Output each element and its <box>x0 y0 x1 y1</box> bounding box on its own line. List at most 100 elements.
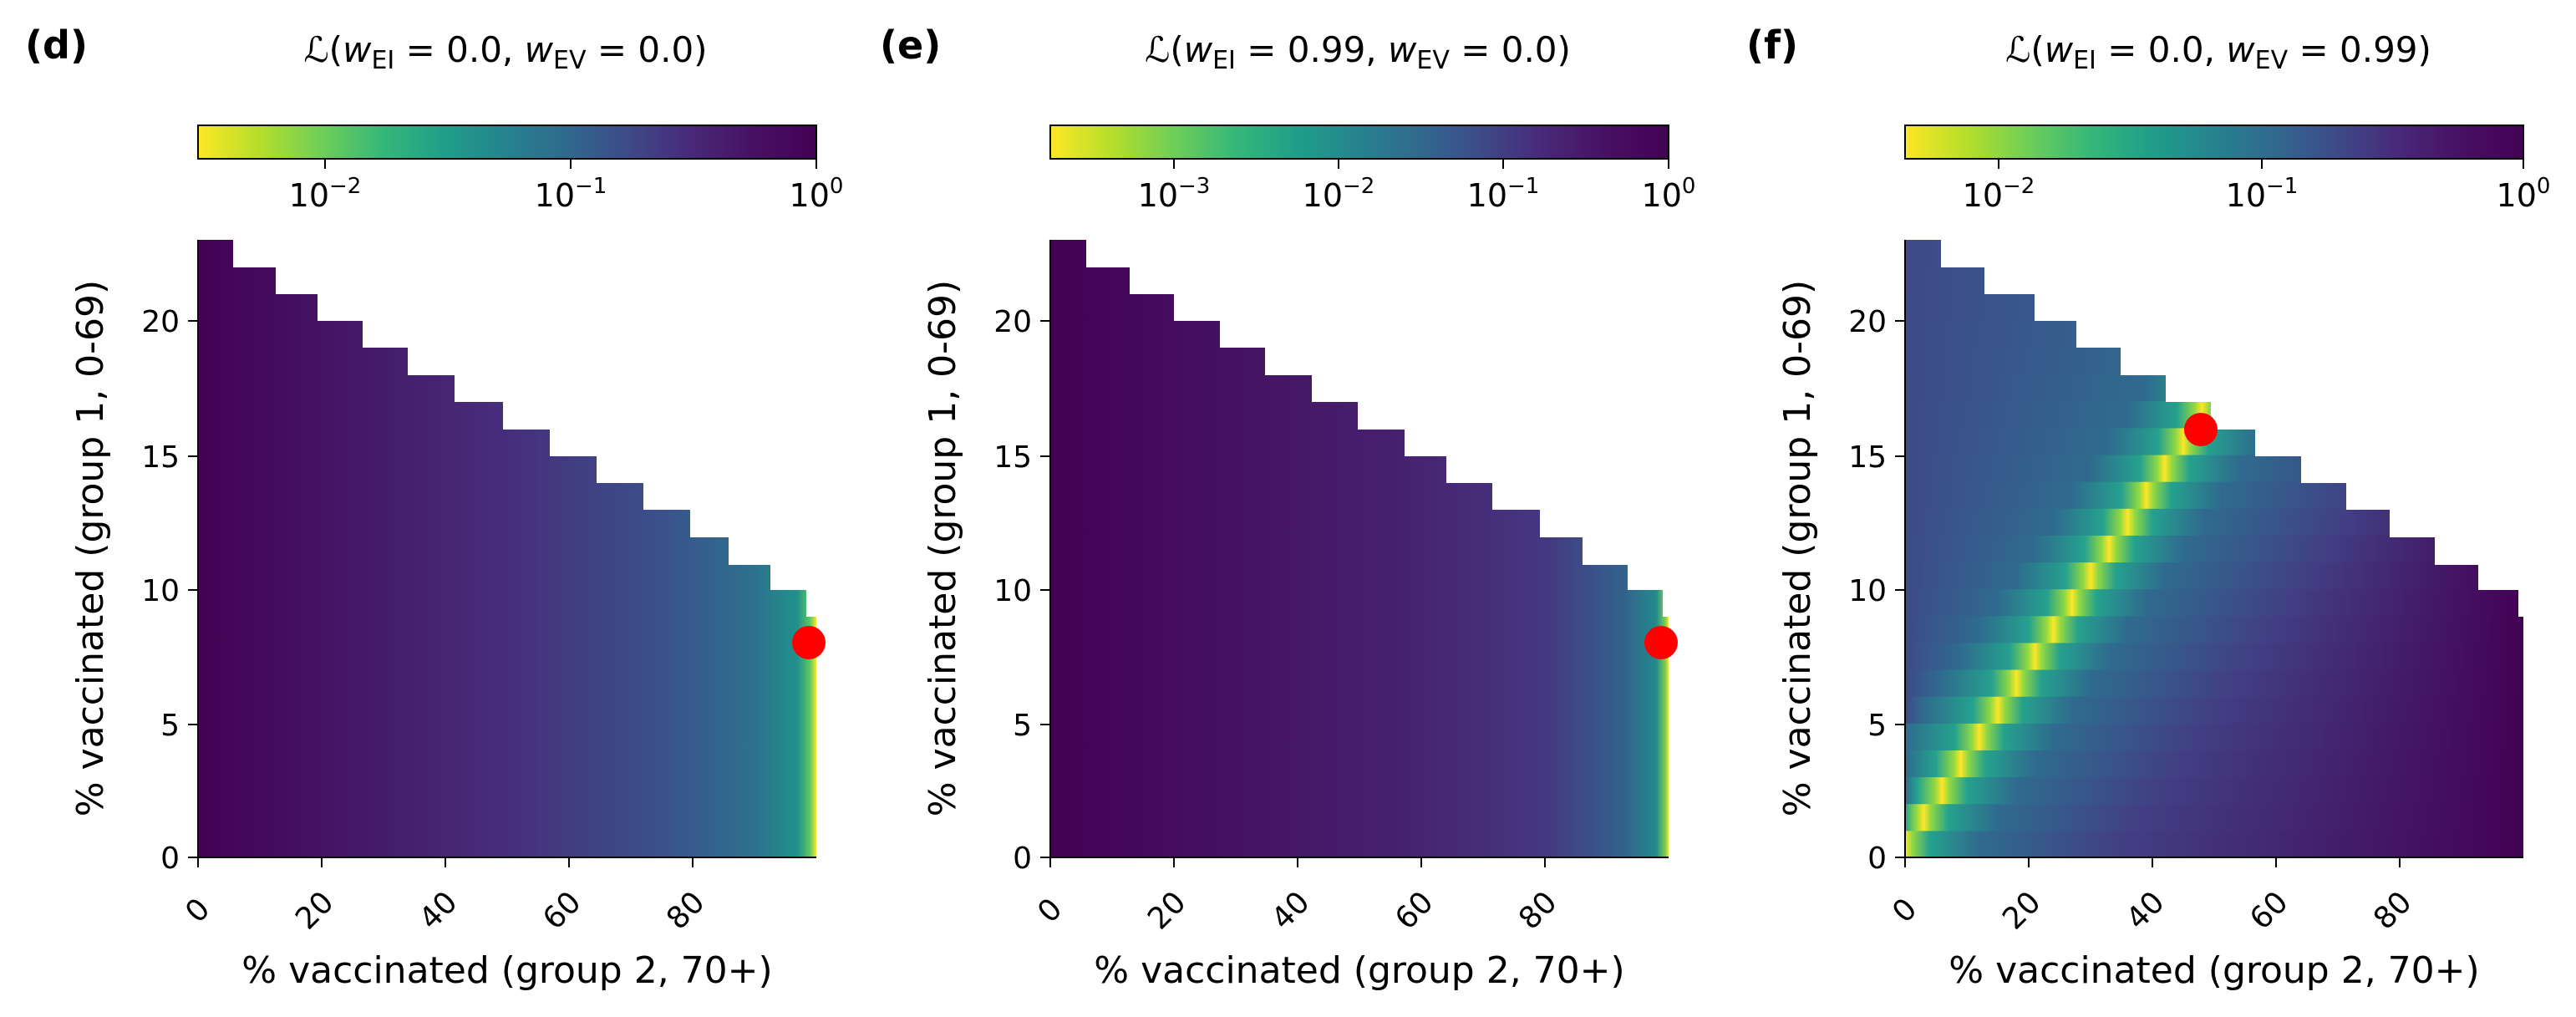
heatmap-f <box>1905 240 2523 857</box>
heatmap-row-f <box>1905 669 2523 697</box>
y-axis-label-d: % vaccinated (group 1, 0-69) <box>69 280 112 816</box>
x-tick-f-3: 60 <box>2243 857 2295 937</box>
colorbar-tick-e-1: 10−2 <box>1303 159 1375 214</box>
svg-text:20: 20 <box>993 305 1032 339</box>
svg-text:20: 20 <box>1996 885 2047 936</box>
y-tick-f-2: 10 <box>1848 574 1905 608</box>
x-tick-e-3: 60 <box>1389 857 1440 937</box>
heatmap-row-f <box>1905 803 2523 831</box>
colorbar-tick-f-0: 10−2 <box>1963 159 2035 214</box>
svg-text:60: 60 <box>2243 885 2294 936</box>
panel-label-f: (f) <box>1746 23 1798 68</box>
heatmap-row-f <box>1905 293 2523 321</box>
heatmap-row-f <box>1905 776 2523 805</box>
x-tick-e-1: 20 <box>1141 857 1193 937</box>
optimum-marker-e <box>1644 626 1678 659</box>
y-tick-e-4: 20 <box>993 305 1050 339</box>
y-tick-f-3: 15 <box>1848 440 1905 475</box>
heatmap-rows-f <box>1905 240 2523 857</box>
svg-text:100: 100 <box>790 174 844 214</box>
x-tick-e-2: 40 <box>1265 857 1317 937</box>
x-tick-d-4: 80 <box>660 857 712 937</box>
heatmap-row-f <box>1905 240 2523 267</box>
x-tick-f-2: 40 <box>2120 857 2172 937</box>
heatmap-row-f <box>1905 481 2523 509</box>
y-tick-e-0: 0 <box>1013 842 1050 876</box>
svg-text:10−2: 10−2 <box>289 174 362 214</box>
y-tick-d-3: 15 <box>141 440 198 475</box>
svg-text:100: 100 <box>1642 174 1696 214</box>
svg-text:40: 40 <box>2120 885 2171 936</box>
y-tick-e-2: 10 <box>993 574 1050 608</box>
svg-text:0: 0 <box>179 892 216 929</box>
heatmap-e <box>1050 240 1669 857</box>
svg-text:10−2: 10−2 <box>1303 174 1375 214</box>
svg-text:80: 80 <box>1512 885 1563 936</box>
panel-d: (d) ℒ(wEI = 0.0, wEV = 0.0) 10−2 10−1 10… <box>25 23 843 992</box>
x-axis-label-f: % vaccinated (group 2, 70+) <box>1949 949 2479 992</box>
svg-text:10−1: 10−1 <box>535 174 607 214</box>
panel-e: (e) ℒ(wEI = 0.99, wEV = 0.0) 10−3 10−2 1… <box>880 23 1695 992</box>
svg-text:15: 15 <box>1848 440 1887 475</box>
x-tick-d-2: 40 <box>413 857 465 937</box>
svg-text:10−3: 10−3 <box>1138 174 1211 214</box>
y-tick-d-1: 5 <box>160 709 198 743</box>
heatmap-row-f <box>1905 830 2523 857</box>
y-tick-d-0: 0 <box>160 842 198 876</box>
svg-text:5: 5 <box>1013 709 1032 743</box>
svg-text:0: 0 <box>1013 842 1032 876</box>
panel-label-e: (e) <box>880 23 941 68</box>
colorbar-tick-d-2: 100 <box>790 159 844 214</box>
svg-text:20: 20 <box>1141 885 1192 936</box>
heatmap-d <box>198 240 816 857</box>
svg-text:10−2: 10−2 <box>1963 174 2035 214</box>
colorbar-tick-e-3: 100 <box>1642 159 1696 214</box>
panel-label-d: (d) <box>25 23 88 68</box>
svg-text:10: 10 <box>141 574 180 608</box>
colorbar-tick-d-1: 10−1 <box>535 159 607 214</box>
svg-text:20: 20 <box>289 885 340 936</box>
colorbar-tick-f-1: 10−1 <box>2226 159 2299 214</box>
svg-text:40: 40 <box>413 885 464 936</box>
heatmap-row-f <box>1905 508 2523 536</box>
svg-text:0: 0 <box>160 842 180 876</box>
x-tick-d-3: 60 <box>536 857 588 937</box>
heatmap-row-f <box>1905 588 2523 617</box>
panel-title-f: ℒ(wEI = 0.0, wEV = 0.99) <box>2005 29 2431 75</box>
y-tick-f-1: 5 <box>1867 709 1905 743</box>
colorbar-tick-e-2: 10−1 <box>1467 159 1539 214</box>
heatmap-row-f <box>1905 347 2523 375</box>
x-axis-label-e: % vaccinated (group 2, 70+) <box>1094 949 1624 992</box>
x-tick-d-0: 0 <box>179 857 216 929</box>
colorbar-tick-d-0: 10−2 <box>289 159 362 214</box>
heatmap-row-f <box>1905 750 2523 778</box>
panel-f: (f) ℒ(wEI = 0.0, wEV = 0.99) 10−2 10−1 1… <box>1746 23 2550 992</box>
svg-text:60: 60 <box>1389 885 1440 936</box>
svg-text:5: 5 <box>1867 709 1887 743</box>
x-tick-e-0: 0 <box>1031 857 1069 929</box>
heatmap-region-e <box>1050 240 1669 857</box>
svg-text:5: 5 <box>160 709 180 743</box>
optimum-marker-f <box>2184 413 2218 446</box>
svg-text:80: 80 <box>660 885 711 936</box>
colorbar-f <box>1904 125 2524 160</box>
heatmap-row-f <box>1905 374 2523 402</box>
colorbar-ticks-e: 10−3 10−2 10−1 100 <box>1138 159 1696 214</box>
svg-text:15: 15 <box>141 440 180 475</box>
svg-text:100: 100 <box>2497 174 2551 214</box>
y-tick-f-4: 20 <box>1848 305 1905 339</box>
heatmap-row-f <box>1905 696 2523 724</box>
svg-text:60: 60 <box>536 885 587 936</box>
panel-title-d: ℒ(wEI = 0.0, wEV = 0.0) <box>303 29 707 75</box>
y-tick-d-4: 20 <box>141 305 198 339</box>
heatmap-row-f <box>1905 723 2523 750</box>
heatmap-row-f <box>1905 562 2523 590</box>
svg-text:10−1: 10−1 <box>2226 174 2299 214</box>
colorbar-e <box>1049 125 1669 160</box>
svg-text:20: 20 <box>1848 305 1887 339</box>
y-tick-d-2: 10 <box>141 574 198 608</box>
heatmap-region-d <box>198 240 816 857</box>
y-tick-e-1: 5 <box>1013 709 1050 743</box>
heatmap-row-f <box>1905 535 2523 563</box>
